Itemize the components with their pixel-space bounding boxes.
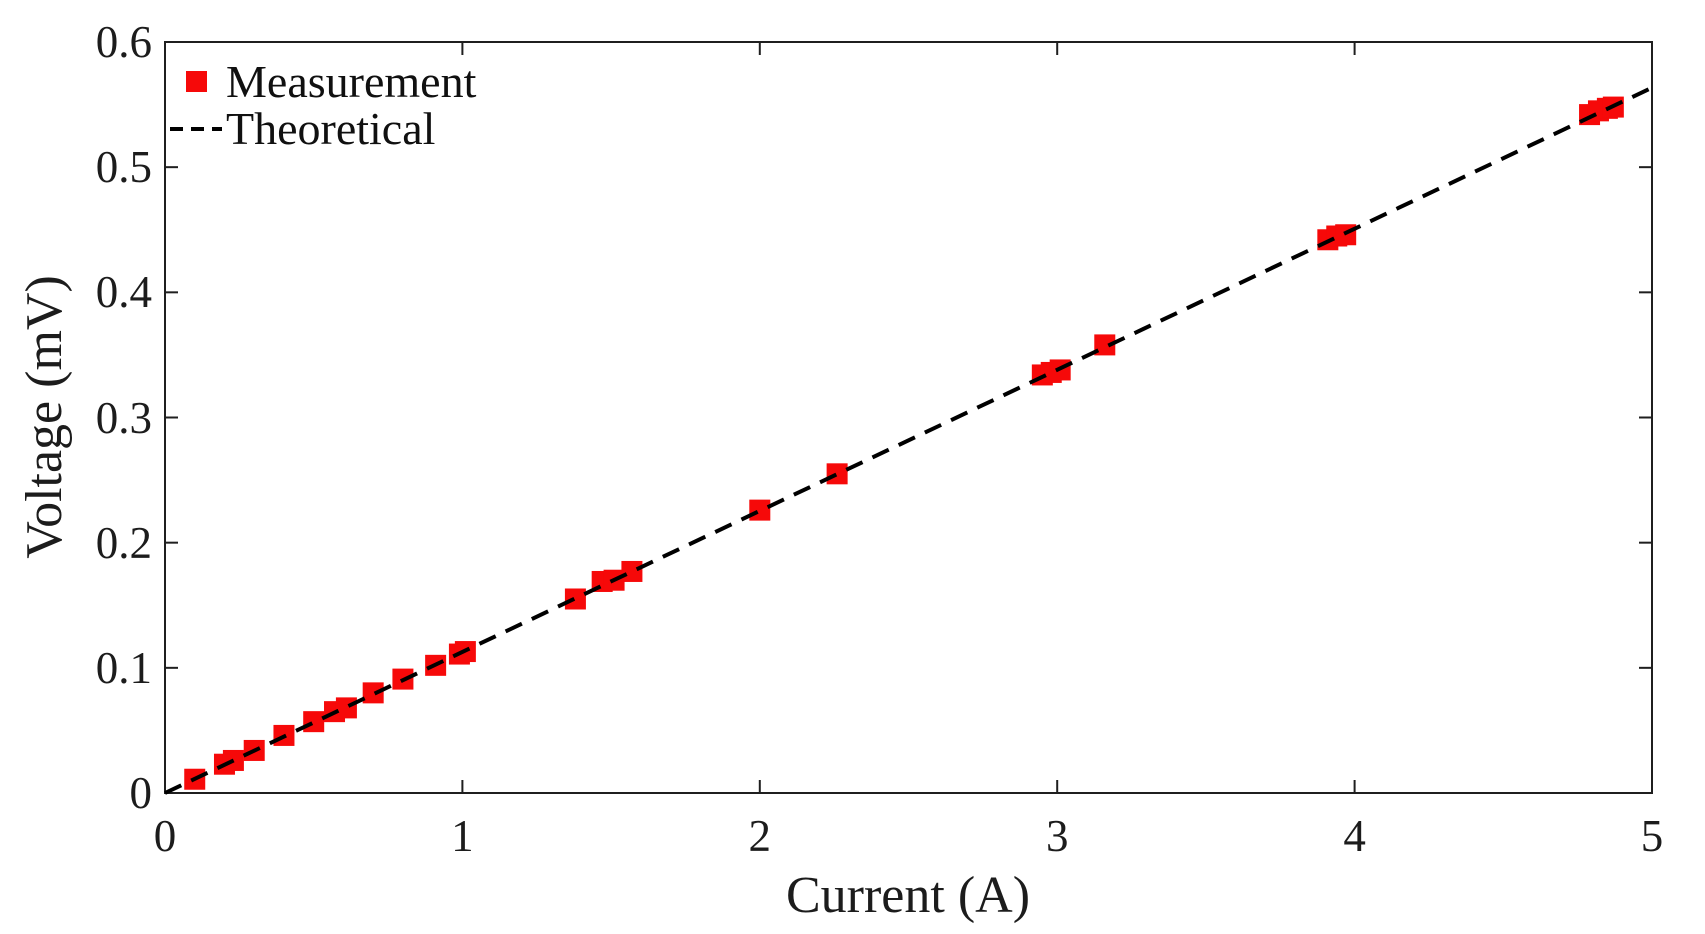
x-tick-label-0: 0 — [153, 811, 177, 861]
x-axis-label: Current (A) — [785, 867, 1031, 924]
measurement-marker — [362, 682, 384, 704]
measurement-marker — [303, 711, 325, 733]
y-tick-label-0.2: 0.2 — [95, 517, 152, 568]
measurement-marker-sample — [170, 71, 222, 92]
y-tick-label-0.5: 0.5 — [95, 142, 152, 193]
x-tick-label-1: 1 — [451, 811, 474, 861]
legend-label-theoretical: Theoretical — [226, 102, 436, 154]
red-square-icon — [185, 71, 207, 92]
x-tick-label-4: 4 — [1343, 811, 1366, 861]
measurement-marker — [826, 463, 848, 485]
y-tick-label-0: 0 — [129, 768, 153, 818]
legend-entry-measurement: Measurement — [170, 58, 476, 105]
measurement-marker — [621, 560, 643, 582]
measurement-marker — [335, 697, 357, 719]
legend-entry-theoretical: Theoretical — [170, 105, 476, 152]
y-tick-label-0.6: 0.6 — [95, 17, 152, 67]
measurement-marker — [1094, 334, 1116, 356]
y-tick-label-0.1: 0.1 — [95, 642, 152, 693]
x-tick-label-3: 3 — [1045, 811, 1069, 861]
theoretical-line — [164, 85, 1653, 795]
x-tick-label-2: 2 — [748, 811, 772, 861]
theoretical-line-sample — [170, 126, 222, 131]
measurement-marker — [564, 588, 586, 610]
y-tick-label-0.3: 0.3 — [95, 392, 152, 443]
legend: Measurement Theoretical — [170, 58, 476, 152]
measurement-marker — [749, 499, 771, 521]
y-tick-label-0.4: 0.4 — [95, 267, 152, 318]
y-axis-label: Voltage (mV) — [16, 275, 73, 559]
x-tick-label-5: 5 — [1640, 811, 1664, 861]
axes-box — [164, 41, 1653, 794]
legend-label-measurement: Measurement — [226, 55, 477, 107]
dashed-line-icon — [170, 126, 222, 131]
